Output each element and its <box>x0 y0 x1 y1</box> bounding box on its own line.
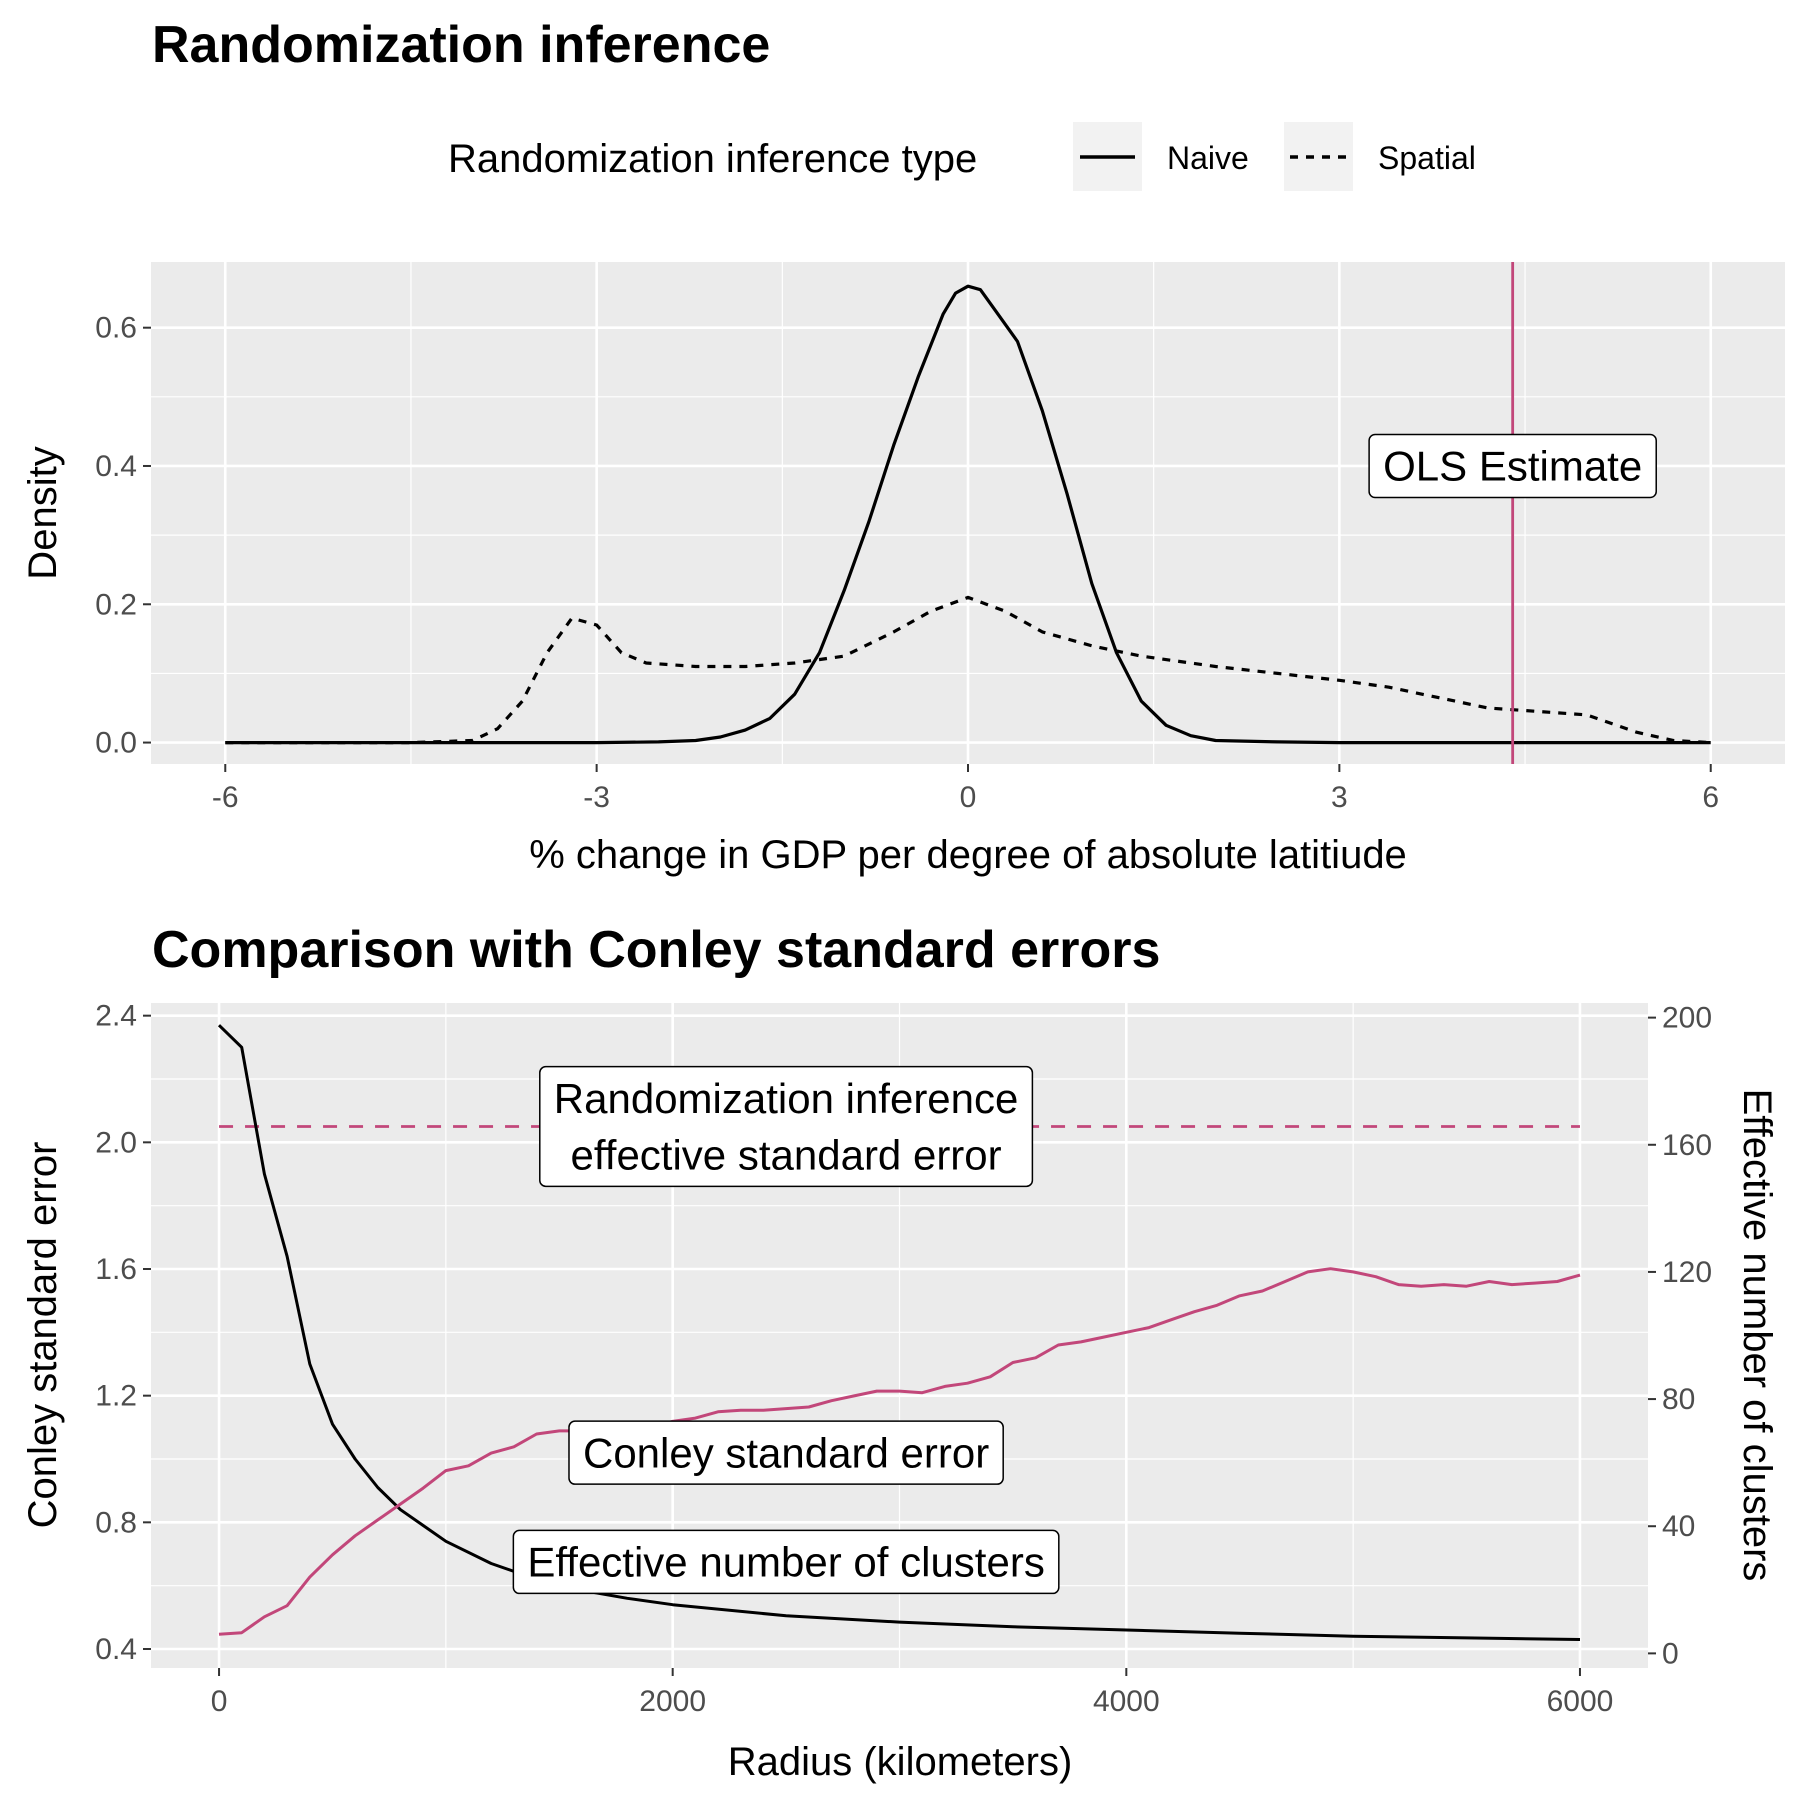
annotation-randomization-se-line-1: effective standard error <box>571 1132 1002 1179</box>
x-tick-label: 6000 <box>1547 1685 1614 1718</box>
x-tick-label: -3 <box>583 781 610 814</box>
annotation-effective-clusters: Effective number of clusters <box>512 1529 1060 1595</box>
annotation-ols-estimate: OLS Estimate <box>1368 433 1657 499</box>
y-tick-label-left: 0.4 <box>95 1633 137 1666</box>
x-tick-label: 3 <box>1331 781 1348 814</box>
annotation-effective-clusters-line-0: Effective number of clusters <box>527 1539 1044 1586</box>
panel2-y-axis-label-left: Conley standard error <box>21 1142 65 1529</box>
annotation-randomization-se-line-0: Randomization inference <box>554 1075 1019 1122</box>
panel1-x-axis-label: % change in GDP per degree of absolute l… <box>529 833 1407 877</box>
annotation-randomization-se: Randomization inference effective standar… <box>539 1065 1034 1188</box>
series-line-spatial <box>225 595 1711 745</box>
legend-title: Randomization inference type <box>448 137 977 181</box>
x-tick-label: -6 <box>212 781 239 814</box>
annotation-conley-se-box <box>568 1420 1004 1485</box>
x-tick-label: 0 <box>960 781 977 814</box>
x-tick-label: 0 <box>211 1685 228 1718</box>
panel2-title: Comparison with Conley standard errors <box>152 921 1160 979</box>
y-tick-label: 0.2 <box>95 588 137 621</box>
y-tick-label-left: 2.4 <box>95 1000 137 1033</box>
annotation-conley-se: Conley standard error <box>568 1420 1004 1485</box>
panel1-title: Randomization inference <box>152 16 770 74</box>
series-line-effective-number-of-clusters <box>218 1267 1581 1636</box>
panel1-annotations: OLS Estimate <box>1368 433 1657 499</box>
panel1-y-axis-label: Density <box>21 446 65 579</box>
y-tick-label: 0.6 <box>95 312 137 345</box>
y-tick-label-right: 160 <box>1662 1129 1712 1162</box>
x-tick-label: 6 <box>1702 781 1719 814</box>
legend-label-spatial: Spatial <box>1378 140 1476 176</box>
annotation-conley-se-line-0: Conley standard error <box>583 1429 989 1476</box>
panel2-ticks: 0 2000 4000 6000 0.4 0.8 1.2 1.6 2.0 2.4 0 40 80 120 1… <box>95 1000 1712 1718</box>
y-tick-label: 0.4 <box>95 450 137 483</box>
panel1-series <box>225 262 1711 764</box>
panel1-legend: Randomization inference type Naive Spati… <box>448 122 1476 191</box>
y-tick-label-left: 1.2 <box>95 1380 137 1413</box>
y-tick-label-right: 80 <box>1662 1383 1695 1416</box>
series-line-naive <box>225 284 1711 745</box>
x-tick-label: 2000 <box>639 1685 706 1718</box>
annotation-ols-estimate-line-0: OLS Estimate <box>1383 443 1642 490</box>
y-tick-label-left: 1.6 <box>95 1253 137 1286</box>
y-tick-label-right: 0 <box>1662 1637 1679 1670</box>
panel1-ticks: -6 -3 0 3 6 0.0 0.2 0.4 0.6 <box>95 312 1719 814</box>
annotation-randomization-se-box <box>539 1065 1034 1188</box>
x-tick-label: 4000 <box>1093 1685 1160 1718</box>
y-tick-label: 0.0 <box>95 727 137 760</box>
panel2-y-axis-label-right: Effective number of clusters <box>1735 1089 1779 1582</box>
panel2-x-axis-label: Radius (kilometers) <box>728 1740 1073 1784</box>
annotation-ols-estimate-box <box>1368 433 1657 499</box>
y-tick-label-right: 40 <box>1662 1510 1695 1543</box>
y-tick-label-right: 200 <box>1662 1002 1712 1035</box>
y-tick-label-right: 120 <box>1662 1256 1712 1289</box>
legend-label-naive: Naive <box>1167 140 1249 176</box>
panel2-annotations: Randomization inference effective standar… <box>512 1065 1060 1595</box>
annotation-effective-clusters-box <box>512 1529 1060 1595</box>
y-tick-label-left: 0.8 <box>95 1506 137 1539</box>
y-tick-label-left: 2.0 <box>95 1126 137 1159</box>
